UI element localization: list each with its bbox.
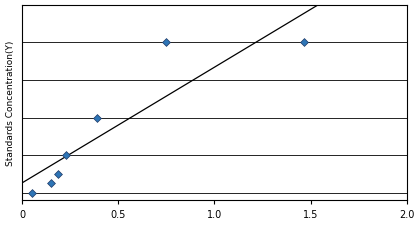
Point	[163, 41, 169, 45]
Point	[63, 154, 69, 157]
Point	[29, 191, 35, 195]
Y-axis label: Standards Concentration(Y): Standards Concentration(Y)	[5, 41, 15, 165]
Point	[55, 173, 62, 176]
Point	[47, 182, 54, 185]
Point	[93, 116, 100, 120]
Point	[301, 41, 308, 45]
